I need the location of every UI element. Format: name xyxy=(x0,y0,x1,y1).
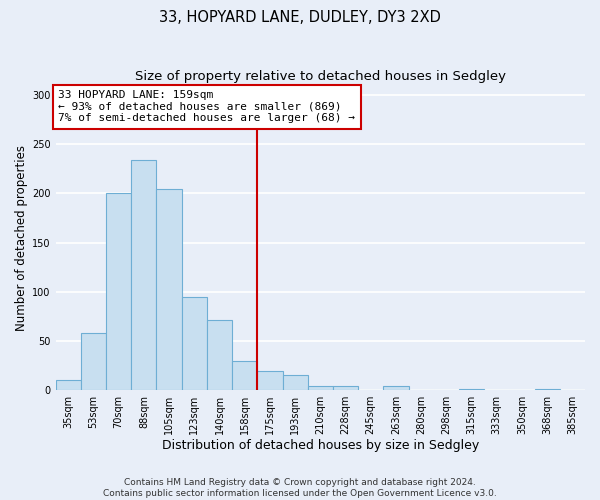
Bar xyxy=(333,386,358,390)
Bar xyxy=(131,160,157,390)
Text: 33, HOPYARD LANE, DUDLEY, DY3 2XD: 33, HOPYARD LANE, DUDLEY, DY3 2XD xyxy=(159,10,441,25)
Bar xyxy=(459,388,484,390)
Bar xyxy=(106,194,131,390)
Bar xyxy=(56,380,81,390)
Bar xyxy=(283,375,308,390)
Bar xyxy=(232,362,257,390)
Bar xyxy=(207,320,232,390)
Title: Size of property relative to detached houses in Sedgley: Size of property relative to detached ho… xyxy=(135,70,506,83)
Bar xyxy=(383,386,409,390)
Bar xyxy=(308,386,333,390)
Bar xyxy=(535,388,560,390)
X-axis label: Distribution of detached houses by size in Sedgley: Distribution of detached houses by size … xyxy=(162,440,479,452)
Y-axis label: Number of detached properties: Number of detached properties xyxy=(15,144,28,330)
Text: 33 HOPYARD LANE: 159sqm
← 93% of detached houses are smaller (869)
7% of semi-de: 33 HOPYARD LANE: 159sqm ← 93% of detache… xyxy=(58,90,355,124)
Bar xyxy=(182,296,207,390)
Bar xyxy=(81,333,106,390)
Bar xyxy=(257,371,283,390)
Text: Contains HM Land Registry data © Crown copyright and database right 2024.
Contai: Contains HM Land Registry data © Crown c… xyxy=(103,478,497,498)
Bar xyxy=(157,188,182,390)
